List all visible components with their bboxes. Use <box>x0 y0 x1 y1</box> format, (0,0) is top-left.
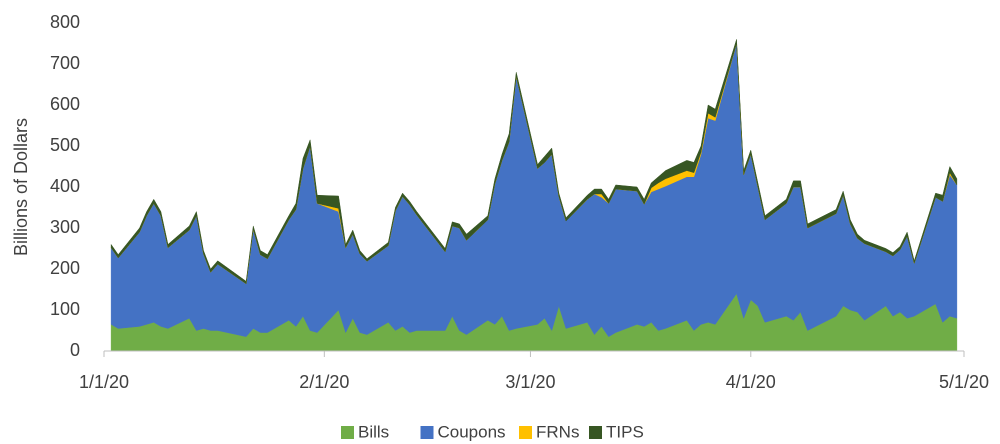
legend-swatch <box>341 426 354 439</box>
legend: Bills Coupons FRNs TIPS <box>341 422 644 441</box>
x-tick-label: 5/1/20 <box>939 372 989 392</box>
y-tick-label: 0 <box>70 340 80 360</box>
y-tick-label: 700 <box>50 53 80 73</box>
legend-swatch <box>519 426 532 439</box>
y-tick-label: 300 <box>50 217 80 237</box>
x-tick-label: 2/1/20 <box>299 372 349 392</box>
x-tick-label: 3/1/20 <box>505 372 555 392</box>
area <box>110 39 958 285</box>
legend-label: FRNs <box>536 422 579 441</box>
y-tick-label: 800 <box>50 12 80 32</box>
y-tick-label: 200 <box>50 258 80 278</box>
legend-label: Bills <box>358 422 389 441</box>
legend-swatch <box>589 426 602 439</box>
area <box>110 43 958 337</box>
y-tick-label: 100 <box>50 299 80 319</box>
x-tick-label: 4/1/20 <box>726 372 776 392</box>
y-tick-label: 400 <box>50 176 80 196</box>
legend-label: TIPS <box>606 422 644 441</box>
legend-label: Coupons <box>438 422 506 441</box>
legend-swatch <box>420 426 434 439</box>
y-tick-label: 500 <box>50 135 80 155</box>
x-tick-label: 1/1/20 <box>79 372 129 392</box>
y-tick-label: 600 <box>50 94 80 114</box>
y-axis-title: Billions of Dollars <box>11 118 31 256</box>
